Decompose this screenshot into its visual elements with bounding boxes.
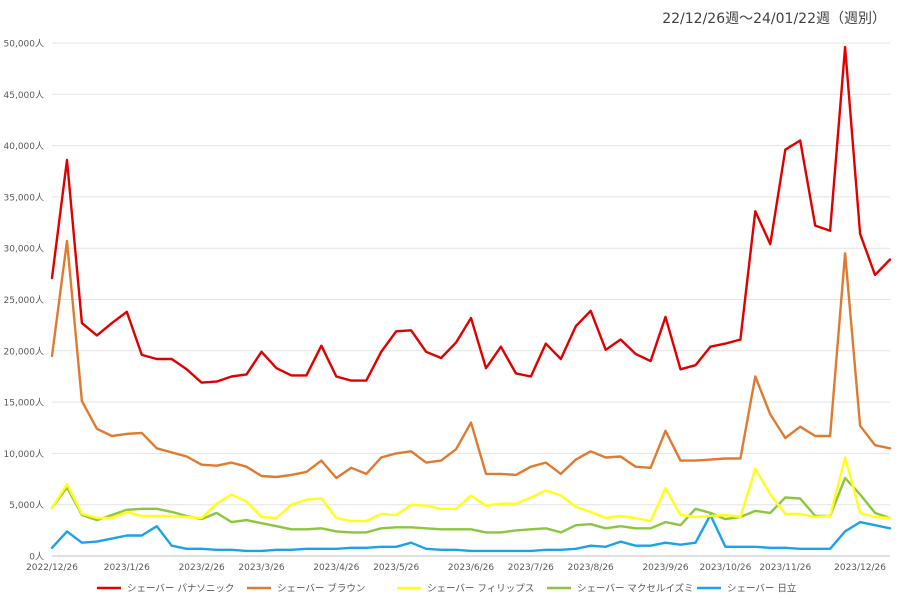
series-line-シェーバー-フィリップス <box>50 456 892 523</box>
x-tick-label: 2023/2/26 <box>179 563 225 573</box>
legend-label: シェーバー パナソニック <box>127 584 234 595</box>
x-tick-label: 2023/6/26 <box>448 563 494 573</box>
legend-label: シェーバー 日立 <box>727 583 796 595</box>
x-axis: 2022/12/26 2023/1/26 2023/2/26 2023/3/26 202… <box>26 563 886 573</box>
legend: シェーバー パナソニック シェーバー ブラウン シェーバー フィリップス シェーバー … <box>97 583 796 595</box>
x-tick-label: 2023/11/26 <box>759 563 811 573</box>
x-tick-label: 2023/1/26 <box>104 563 150 573</box>
y-tick-label: 20,000人 <box>4 346 45 357</box>
x-tick-label: 2023/10/26 <box>699 563 751 573</box>
y-tick-label: 0人 <box>29 552 44 563</box>
gridlines <box>52 42 890 557</box>
y-tick-label: 35,000人 <box>4 192 45 203</box>
y-tick-label: 5,000人 <box>9 500 44 511</box>
x-tick-label: 2023/3/26 <box>238 563 284 573</box>
y-tick-label: 10,000人 <box>4 449 45 460</box>
chart-title: 22/12/26週〜24/01/22週（週別） <box>662 11 886 27</box>
y-tick-label: 45,000人 <box>4 90 45 101</box>
x-tick-label: 2023/8/26 <box>568 563 614 573</box>
x-tick-label: 2023/9/26 <box>642 563 688 573</box>
y-tick-label: 15,000人 <box>4 398 45 409</box>
series-line-シェーバー-パナソニック <box>50 45 892 384</box>
legend-label: シェーバー マクセルイズミ <box>577 583 694 595</box>
x-tick-label: 2023/4/26 <box>313 563 359 573</box>
y-axis: 0人 5,000人 10,000人 15,000人 20,000人 25,000人 30,0… <box>4 39 45 563</box>
x-tick-label: 2023/12/26 <box>834 563 886 573</box>
y-tick-label: 30,000人 <box>4 244 45 255</box>
y-tick-label: 25,000人 <box>4 295 45 306</box>
x-tick-label: 2023/5/26 <box>373 563 419 573</box>
series-lines <box>50 45 892 553</box>
legend-label: シェーバー フィリップス <box>427 584 534 595</box>
series-line-シェーバー-日立 <box>50 513 892 553</box>
x-tick-label: 2023/7/26 <box>508 563 554 573</box>
y-tick-label: 50,000人 <box>4 39 45 50</box>
y-tick-label: 40,000人 <box>4 141 45 152</box>
legend-label: シェーバー ブラウン <box>277 583 365 595</box>
series-line-シェーバー-ブラウン <box>50 239 892 480</box>
x-tick-label: 2022/12/26 <box>26 563 78 573</box>
